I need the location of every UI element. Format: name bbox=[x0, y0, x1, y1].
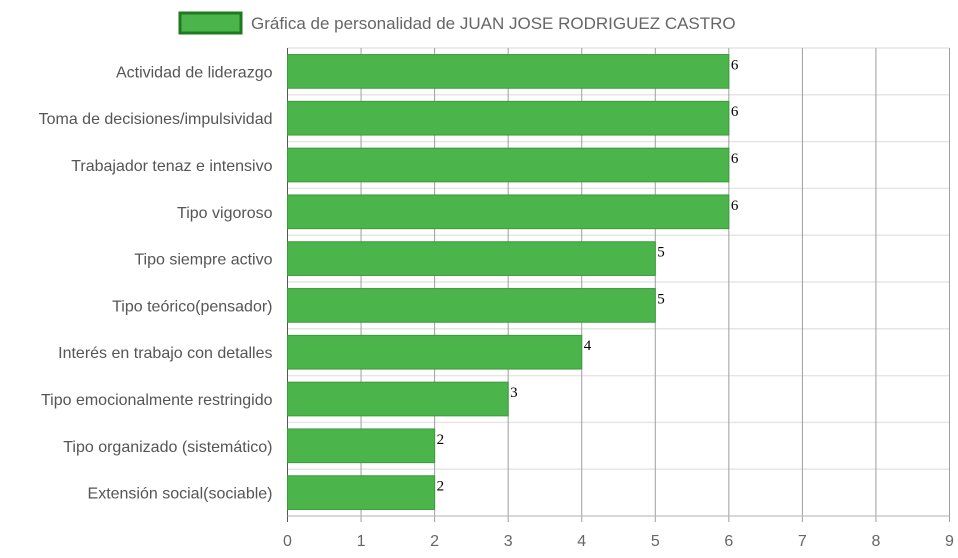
x-tick-label: 5 bbox=[651, 533, 660, 550]
bar[interactable] bbox=[287, 100, 730, 136]
category-label: Extensión social(sociable) bbox=[88, 486, 273, 503]
bar[interactable] bbox=[287, 428, 436, 464]
legend[interactable]: Gráfica de personalidad de JUAN JOSE ROD… bbox=[178, 11, 736, 35]
bars bbox=[287, 54, 730, 510]
value-label: 3 bbox=[510, 385, 517, 401]
category-label: Trabajador tenaz e intensivo bbox=[71, 158, 272, 175]
category-label: Toma de decisiones/impulsividad bbox=[39, 111, 273, 128]
bar[interactable] bbox=[287, 475, 436, 510]
x-tick-label: 9 bbox=[945, 533, 954, 550]
category-label: Tipo siempre activo bbox=[134, 252, 272, 269]
x-tick-label: 3 bbox=[504, 533, 513, 550]
bar[interactable] bbox=[287, 54, 730, 89]
value-label: 6 bbox=[731, 198, 739, 214]
bar[interactable] bbox=[287, 241, 656, 276]
category-labels: Actividad de liderazgo Toma de decisiones… bbox=[39, 64, 273, 502]
value-label: 2 bbox=[437, 432, 445, 448]
value-label: 5 bbox=[657, 291, 665, 307]
bar[interactable] bbox=[287, 334, 583, 370]
x-axis-ticks: 0 1 2 3 4 5 6 7 8 9 bbox=[283, 533, 954, 550]
x-tick-label: 0 bbox=[283, 533, 292, 550]
bar[interactable] bbox=[287, 147, 730, 183]
x-tick-label: 8 bbox=[871, 533, 880, 550]
x-tick-label: 4 bbox=[577, 533, 586, 550]
value-label: 4 bbox=[584, 338, 592, 354]
x-tick-label: 7 bbox=[798, 533, 807, 550]
value-label: 6 bbox=[731, 57, 739, 73]
legend-label: Gráfica de personalidad de JUAN JOSE ROD… bbox=[251, 14, 736, 33]
bar[interactable] bbox=[287, 288, 656, 323]
value-label: 6 bbox=[731, 104, 739, 120]
value-labels: 6 6 6 6 5 5 4 3 2 2 bbox=[437, 57, 739, 494]
bar[interactable] bbox=[287, 381, 509, 417]
category-label: Interés en trabajo con detalles bbox=[58, 345, 272, 362]
category-label: Actividad de liderazgo bbox=[116, 64, 273, 81]
legend-swatch[interactable] bbox=[178, 11, 243, 35]
x-tick-label: 2 bbox=[430, 533, 439, 550]
category-label: Tipo emocionalmente restringido bbox=[41, 392, 273, 409]
x-tick-label: 1 bbox=[357, 533, 366, 550]
category-label: Tipo vigoroso bbox=[177, 205, 273, 222]
category-label: Tipo organizado (sistemático) bbox=[63, 439, 272, 456]
value-label: 5 bbox=[657, 245, 665, 261]
value-label: 2 bbox=[437, 479, 445, 495]
x-tick-label: 6 bbox=[724, 533, 733, 550]
value-label: 6 bbox=[731, 151, 739, 167]
bar[interactable] bbox=[287, 194, 730, 230]
category-label: Tipo teórico(pensador) bbox=[112, 298, 272, 315]
